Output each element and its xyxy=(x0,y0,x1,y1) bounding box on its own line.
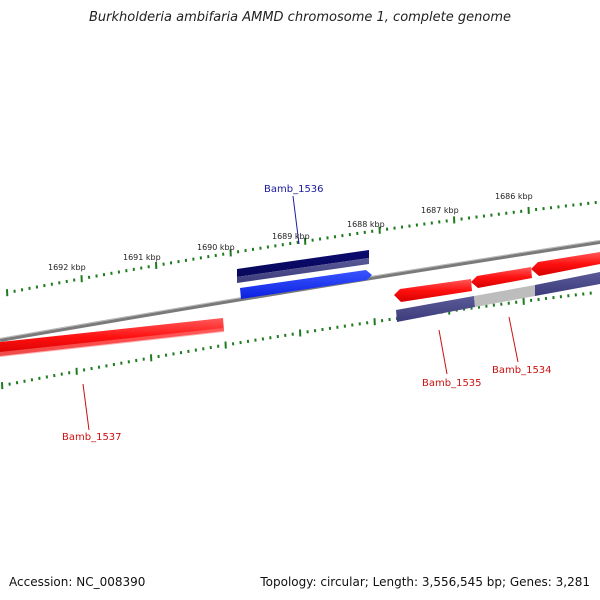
gene-label-bamb-1534[interactable]: Bamb_1534 xyxy=(492,365,552,376)
gene-bamb-1535-arrow[interactable] xyxy=(394,279,472,302)
kbp-label-1689: 1689 kbp xyxy=(272,232,310,241)
kbp-label-1691: 1691 kbp xyxy=(123,253,161,262)
gene-next-arrow[interactable] xyxy=(531,252,600,276)
gene-bamb-1536-upper-bar-shade xyxy=(237,258,369,283)
feature-bamb-1534-bar[interactable] xyxy=(474,285,535,307)
leader-line-bamb-1536 xyxy=(292,195,300,245)
kbp-label-1692: 1692 kbp xyxy=(48,263,86,272)
kbp-label-1688: 1688 kbp xyxy=(347,220,385,229)
gene-label-bamb-1535[interactable]: Bamb_1535 xyxy=(422,378,482,389)
kbp-label-1687: 1687 kbp xyxy=(421,206,459,215)
leader-line-bamb-1535 xyxy=(438,329,448,375)
feature-bamb-1535-bar[interactable] xyxy=(396,296,475,322)
gene-bamb-1534-arrow[interactable] xyxy=(471,267,532,288)
tick-track-upper xyxy=(6,200,597,297)
feature-right-bar[interactable] xyxy=(535,272,600,296)
genome-summary-text: Topology: circular; Length: 3,556,545 bp… xyxy=(260,575,590,589)
gene-bamb-1536-arrow[interactable] xyxy=(240,270,372,299)
kbp-label-1686: 1686 kbp xyxy=(495,192,533,201)
gene-label-bamb-1537[interactable]: Bamb_1537 xyxy=(62,432,122,443)
map-title: Burkholderia ambifaria AMMD chromosome 1… xyxy=(88,10,512,25)
gene-label-bamb-1536[interactable]: Bamb_1536 xyxy=(264,184,324,195)
leader-line-bamb-1537 xyxy=(82,383,90,431)
leader-line-bamb-1534 xyxy=(508,316,519,363)
gene-bamb-1537-bar-shade xyxy=(0,328,224,357)
gene-bamb-1536-upper-bar[interactable] xyxy=(237,250,369,277)
kbp-label-1690: 1690 kbp xyxy=(197,243,235,252)
accession-text: Accession: NC_008390 xyxy=(9,575,146,589)
